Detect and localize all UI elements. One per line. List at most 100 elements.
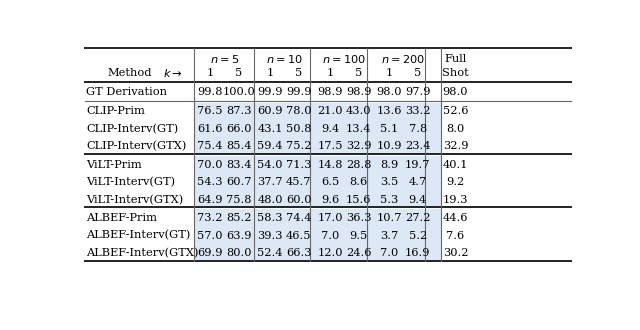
Text: ViLT-Interv(GTX): ViLT-Interv(GTX) bbox=[86, 194, 183, 205]
Text: 10.9: 10.9 bbox=[376, 141, 402, 151]
Text: 5: 5 bbox=[355, 68, 362, 79]
Text: 54.0: 54.0 bbox=[257, 160, 283, 170]
Text: 9.6: 9.6 bbox=[321, 195, 339, 205]
Text: 85.4: 85.4 bbox=[226, 141, 252, 151]
Text: 99.8: 99.8 bbox=[197, 87, 223, 97]
Bar bbox=[194, 156, 441, 208]
Text: CLIP-Prim: CLIP-Prim bbox=[86, 106, 145, 116]
Text: 5: 5 bbox=[295, 68, 302, 79]
Text: 97.9: 97.9 bbox=[405, 87, 431, 97]
Text: 16.9: 16.9 bbox=[405, 248, 431, 258]
Text: 15.6: 15.6 bbox=[346, 195, 371, 205]
Text: 43.0: 43.0 bbox=[346, 106, 371, 116]
Text: 7.0: 7.0 bbox=[321, 231, 339, 241]
Text: 32.9: 32.9 bbox=[443, 141, 468, 151]
Text: 73.2: 73.2 bbox=[197, 213, 223, 223]
Text: ALBEF-Interv(GTX): ALBEF-Interv(GTX) bbox=[86, 248, 198, 258]
Text: 74.4: 74.4 bbox=[286, 213, 312, 223]
Text: 5: 5 bbox=[414, 68, 421, 79]
Text: $n = 200$: $n = 200$ bbox=[381, 53, 426, 65]
Text: 33.2: 33.2 bbox=[405, 106, 431, 116]
Text: 1: 1 bbox=[266, 68, 273, 79]
Text: 9.4: 9.4 bbox=[321, 124, 339, 134]
Text: 43.1: 43.1 bbox=[257, 124, 283, 134]
Text: 5.3: 5.3 bbox=[380, 195, 398, 205]
Text: Shot: Shot bbox=[442, 68, 469, 79]
Text: Full: Full bbox=[444, 54, 467, 64]
Text: 48.0: 48.0 bbox=[257, 195, 283, 205]
Text: 5.2: 5.2 bbox=[409, 231, 427, 241]
Text: 87.3: 87.3 bbox=[226, 106, 252, 116]
Text: 61.6: 61.6 bbox=[197, 124, 223, 134]
Text: 52.6: 52.6 bbox=[443, 106, 468, 116]
Text: 30.2: 30.2 bbox=[443, 248, 468, 258]
Text: 78.0: 78.0 bbox=[286, 106, 312, 116]
Text: 39.3: 39.3 bbox=[257, 231, 283, 241]
Text: 76.5: 76.5 bbox=[197, 106, 223, 116]
Text: 1: 1 bbox=[326, 68, 333, 79]
Text: 52.4: 52.4 bbox=[257, 248, 283, 258]
Text: Method: Method bbox=[108, 68, 152, 79]
Text: 7.6: 7.6 bbox=[446, 231, 465, 241]
Text: 5: 5 bbox=[235, 68, 243, 79]
Text: ALBEF-Prim: ALBEF-Prim bbox=[86, 213, 157, 223]
Text: 69.9: 69.9 bbox=[197, 248, 223, 258]
Text: 19.3: 19.3 bbox=[443, 195, 468, 205]
Text: 98.9: 98.9 bbox=[346, 87, 371, 97]
Text: 5.1: 5.1 bbox=[380, 124, 398, 134]
Text: CLIP-Interv(GTX): CLIP-Interv(GTX) bbox=[86, 141, 186, 151]
Bar bbox=[194, 103, 441, 155]
Text: 54.3: 54.3 bbox=[197, 177, 223, 187]
Text: 1: 1 bbox=[385, 68, 392, 79]
Text: 60.9: 60.9 bbox=[257, 106, 283, 116]
Text: ViLT-Interv(GT): ViLT-Interv(GT) bbox=[86, 177, 175, 187]
Text: 46.5: 46.5 bbox=[286, 231, 312, 241]
Text: 27.2: 27.2 bbox=[405, 213, 431, 223]
Text: 17.5: 17.5 bbox=[317, 141, 343, 151]
Text: GT Derivation: GT Derivation bbox=[86, 87, 167, 97]
Text: 71.3: 71.3 bbox=[286, 160, 312, 170]
Text: 63.9: 63.9 bbox=[226, 231, 252, 241]
Text: 24.6: 24.6 bbox=[346, 248, 371, 258]
Text: 85.2: 85.2 bbox=[226, 213, 252, 223]
Text: 3.5: 3.5 bbox=[380, 177, 398, 187]
Text: 37.7: 37.7 bbox=[257, 177, 283, 187]
Text: 13.6: 13.6 bbox=[376, 106, 402, 116]
Text: 45.7: 45.7 bbox=[286, 177, 312, 187]
Text: 57.0: 57.0 bbox=[197, 231, 223, 241]
Text: 32.9: 32.9 bbox=[346, 141, 371, 151]
Text: 6.5: 6.5 bbox=[321, 177, 339, 187]
Text: $n = 5$: $n = 5$ bbox=[210, 53, 239, 65]
Text: 99.9: 99.9 bbox=[286, 87, 312, 97]
Text: $n = 10$: $n = 10$ bbox=[266, 53, 303, 65]
Text: 23.4: 23.4 bbox=[405, 141, 431, 151]
Text: 9.4: 9.4 bbox=[409, 195, 427, 205]
Text: 3.7: 3.7 bbox=[380, 231, 398, 241]
Text: 70.0: 70.0 bbox=[197, 160, 223, 170]
Text: 50.8: 50.8 bbox=[286, 124, 312, 134]
Text: 8.6: 8.6 bbox=[349, 177, 368, 187]
Text: 75.2: 75.2 bbox=[286, 141, 312, 151]
Text: 66.3: 66.3 bbox=[286, 248, 312, 258]
Text: 28.8: 28.8 bbox=[346, 160, 371, 170]
Text: 44.6: 44.6 bbox=[443, 213, 468, 223]
Text: 19.7: 19.7 bbox=[405, 160, 431, 170]
Text: 83.4: 83.4 bbox=[226, 160, 252, 170]
Text: 1: 1 bbox=[206, 68, 214, 79]
Text: 100.0: 100.0 bbox=[222, 87, 255, 97]
Text: 98.0: 98.0 bbox=[376, 87, 402, 97]
Text: 99.9: 99.9 bbox=[257, 87, 283, 97]
Text: 13.4: 13.4 bbox=[346, 124, 371, 134]
Text: 4.7: 4.7 bbox=[409, 177, 427, 187]
Text: CLIP-Interv(GT): CLIP-Interv(GT) bbox=[86, 124, 178, 134]
Text: 98.9: 98.9 bbox=[317, 87, 343, 97]
Text: 98.0: 98.0 bbox=[443, 87, 468, 97]
Text: 17.0: 17.0 bbox=[317, 213, 343, 223]
Text: 8.9: 8.9 bbox=[380, 160, 398, 170]
Text: 60.7: 60.7 bbox=[226, 177, 252, 187]
Text: $n = 100$: $n = 100$ bbox=[323, 53, 367, 65]
Text: 12.0: 12.0 bbox=[317, 248, 343, 258]
Text: 64.9: 64.9 bbox=[197, 195, 223, 205]
Text: 7.0: 7.0 bbox=[380, 248, 398, 258]
Text: 80.0: 80.0 bbox=[226, 248, 252, 258]
